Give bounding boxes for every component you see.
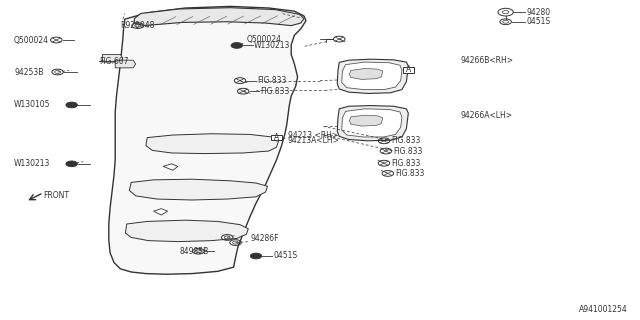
Circle shape — [250, 253, 262, 259]
Text: 94253B: 94253B — [14, 68, 44, 76]
Polygon shape — [349, 68, 383, 79]
Bar — [271, 135, 282, 140]
Bar — [403, 67, 414, 73]
Text: A: A — [274, 133, 279, 142]
Polygon shape — [134, 8, 304, 26]
Polygon shape — [163, 164, 178, 170]
Text: W130213: W130213 — [14, 159, 51, 168]
Text: 0451S: 0451S — [526, 17, 550, 26]
Text: FIG.833: FIG.833 — [396, 169, 425, 178]
Text: 94286F: 94286F — [251, 234, 280, 243]
Circle shape — [231, 43, 243, 48]
Polygon shape — [337, 59, 408, 93]
Text: Q500024: Q500024 — [14, 36, 49, 44]
Text: 94266B<RH>: 94266B<RH> — [461, 56, 514, 65]
Polygon shape — [146, 134, 278, 154]
Text: Q500024: Q500024 — [246, 35, 282, 44]
Text: FIG.833: FIG.833 — [394, 147, 423, 156]
Text: R920048: R920048 — [120, 21, 155, 30]
Polygon shape — [342, 109, 402, 137]
Text: W130213: W130213 — [254, 41, 291, 50]
Polygon shape — [129, 179, 268, 200]
Text: A: A — [406, 65, 411, 74]
Polygon shape — [125, 220, 248, 242]
Polygon shape — [154, 209, 168, 215]
Polygon shape — [115, 60, 136, 68]
Text: FIG.607: FIG.607 — [99, 57, 129, 66]
Circle shape — [66, 102, 77, 108]
Text: W130105: W130105 — [14, 100, 51, 109]
Polygon shape — [102, 54, 123, 62]
Text: 84985B: 84985B — [179, 247, 209, 256]
Text: A941001254: A941001254 — [579, 305, 627, 314]
Text: 94280: 94280 — [526, 8, 550, 17]
Text: FIG.833: FIG.833 — [257, 76, 287, 85]
Polygon shape — [109, 6, 306, 274]
Circle shape — [66, 161, 77, 167]
Polygon shape — [337, 106, 408, 141]
Text: FIG.833: FIG.833 — [260, 87, 290, 96]
Text: FIG.833: FIG.833 — [392, 159, 421, 168]
Text: FIG.833: FIG.833 — [392, 136, 421, 145]
Text: FRONT: FRONT — [44, 191, 70, 200]
Polygon shape — [349, 115, 383, 126]
Text: 94213 <RH>: 94213 <RH> — [288, 131, 338, 140]
Text: 94266A<LH>: 94266A<LH> — [461, 111, 513, 120]
Text: 94213A<LH>: 94213A<LH> — [288, 136, 340, 145]
Text: 0451S: 0451S — [273, 252, 298, 260]
Polygon shape — [342, 62, 402, 90]
